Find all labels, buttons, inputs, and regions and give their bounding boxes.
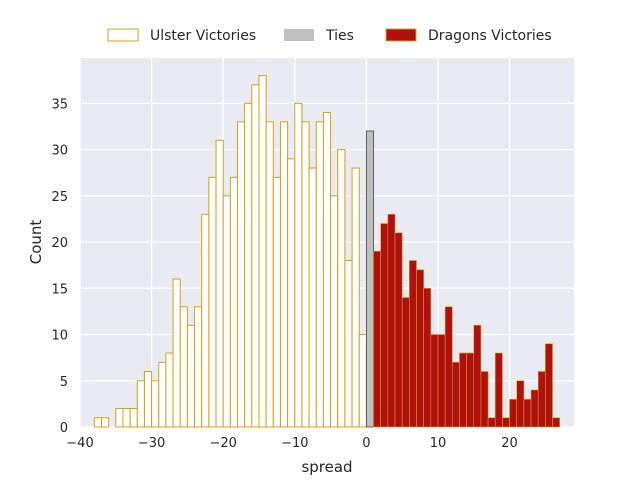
y-tick-label: 0 bbox=[60, 421, 68, 436]
x-tick-label: −30 bbox=[138, 436, 165, 451]
bar-ulster-victories bbox=[165, 352, 174, 428]
bar-ulster-victories bbox=[194, 306, 203, 428]
bar-dragons-victories bbox=[451, 361, 460, 428]
bar-dragons-victories bbox=[444, 306, 453, 428]
x-axis-label: spread bbox=[301, 458, 352, 476]
x-tick-label: 10 bbox=[430, 436, 447, 451]
y-tick-label: 30 bbox=[51, 144, 68, 159]
x-tick-label: 0 bbox=[362, 436, 370, 451]
bar-dragons-victories bbox=[494, 352, 503, 428]
bar-ulster-victories bbox=[122, 408, 131, 428]
bar-dragons-victories bbox=[473, 324, 482, 428]
bar-ulster-victories bbox=[151, 380, 160, 428]
legend-label-ulster: Ulster Victories bbox=[150, 28, 256, 44]
bar-ulster-victories bbox=[143, 371, 153, 428]
bar-ulster-victories bbox=[351, 167, 360, 428]
bars bbox=[93, 75, 560, 428]
bar-dragons-victories bbox=[466, 352, 475, 428]
y-tick-label: 20 bbox=[51, 236, 68, 251]
bar-dragons-victories bbox=[509, 398, 518, 428]
bar-ulster-victories bbox=[330, 195, 339, 428]
bar-ulster-victories bbox=[358, 334, 367, 428]
x-tick-label: −40 bbox=[66, 436, 93, 451]
bar-dragons-victories bbox=[423, 287, 432, 428]
bar-ulster-victories bbox=[222, 195, 231, 428]
bar-ulster-victories bbox=[265, 121, 274, 428]
bar-ulster-victories bbox=[258, 75, 267, 428]
legend-label-dragons: Dragons Victories bbox=[428, 28, 552, 44]
y-axis-label: Count bbox=[27, 220, 45, 265]
legend-swatch-ulster bbox=[107, 28, 139, 42]
bar-dragons-victories bbox=[409, 260, 417, 428]
y-tick-label: 10 bbox=[51, 329, 68, 344]
bar-ties bbox=[365, 130, 374, 428]
bar-ulster-victories bbox=[115, 408, 124, 428]
bar-dragons-victories bbox=[416, 269, 424, 428]
bar-dragons-victories bbox=[552, 417, 560, 428]
bar-ulster-victories bbox=[301, 121, 310, 428]
bar-dragons-victories bbox=[537, 371, 546, 428]
bar-ulster-victories bbox=[229, 176, 239, 428]
bar-dragons-victories bbox=[545, 343, 553, 428]
bar-ulster-victories bbox=[129, 408, 138, 428]
bar-dragons-victories bbox=[430, 334, 439, 428]
bar-ulster-victories bbox=[215, 139, 224, 428]
bar-ulster-victories bbox=[136, 380, 145, 428]
bar-dragons-victories bbox=[516, 380, 525, 428]
bar-ulster-victories bbox=[287, 158, 296, 428]
bar-dragons-victories bbox=[394, 232, 403, 428]
bar-ulster-victories bbox=[201, 213, 210, 428]
bar-ulster-victories bbox=[100, 417, 110, 428]
bar-dragons-victories bbox=[487, 417, 496, 428]
bar-ulster-victories bbox=[208, 176, 217, 428]
x-tick-labels: −40 −30 −20 −10 0 10 20 bbox=[66, 436, 518, 451]
bar-dragons-victories bbox=[380, 223, 389, 428]
legend-swatch-ties bbox=[284, 29, 314, 41]
y-tick-label: 5 bbox=[60, 375, 68, 390]
bar-dragons-victories bbox=[437, 334, 446, 428]
bar-ulster-victories bbox=[158, 361, 167, 428]
legend: Ulster Victories Ties Dragons Victories bbox=[107, 28, 552, 44]
x-tick-label: −20 bbox=[209, 436, 236, 451]
bar-ulster-victories bbox=[294, 102, 303, 428]
y-tick-labels: 0 5 10 15 20 25 30 35 bbox=[51, 97, 68, 436]
bar-ulster-victories bbox=[279, 121, 289, 428]
bar-dragons-victories bbox=[530, 389, 539, 428]
legend-label-ties: Ties bbox=[325, 28, 354, 44]
bar-ulster-victories bbox=[172, 278, 181, 428]
bar-dragons-victories bbox=[502, 417, 510, 428]
bar-ulster-victories bbox=[322, 112, 332, 428]
bar-dragons-victories bbox=[523, 398, 532, 428]
y-tick-label: 25 bbox=[51, 190, 68, 205]
bar-ulster-victories bbox=[308, 167, 317, 428]
x-tick-label: 20 bbox=[501, 436, 518, 451]
y-tick-label: 35 bbox=[51, 97, 68, 112]
bar-ulster-victories bbox=[315, 121, 324, 428]
bar-ulster-victories bbox=[244, 102, 253, 428]
bar-dragons-victories bbox=[401, 297, 410, 428]
bar-ulster-victories bbox=[179, 306, 188, 428]
y-tick-label: 15 bbox=[51, 282, 68, 297]
bar-dragons-victories bbox=[459, 352, 467, 428]
bar-ulster-victories bbox=[237, 121, 246, 428]
bar-dragons-victories bbox=[480, 371, 489, 428]
bar-ulster-victories bbox=[251, 84, 260, 428]
bar-ulster-victories bbox=[93, 417, 102, 428]
x-tick-label: −10 bbox=[281, 436, 308, 451]
bar-ulster-victories bbox=[344, 260, 353, 428]
legend-swatch-dragons bbox=[385, 28, 417, 42]
bar-dragons-victories bbox=[373, 250, 381, 428]
bar-ulster-victories bbox=[186, 324, 196, 428]
bar-ulster-victories bbox=[272, 176, 281, 428]
bar-ulster-victories bbox=[337, 149, 346, 428]
bar-dragons-victories bbox=[387, 213, 396, 428]
